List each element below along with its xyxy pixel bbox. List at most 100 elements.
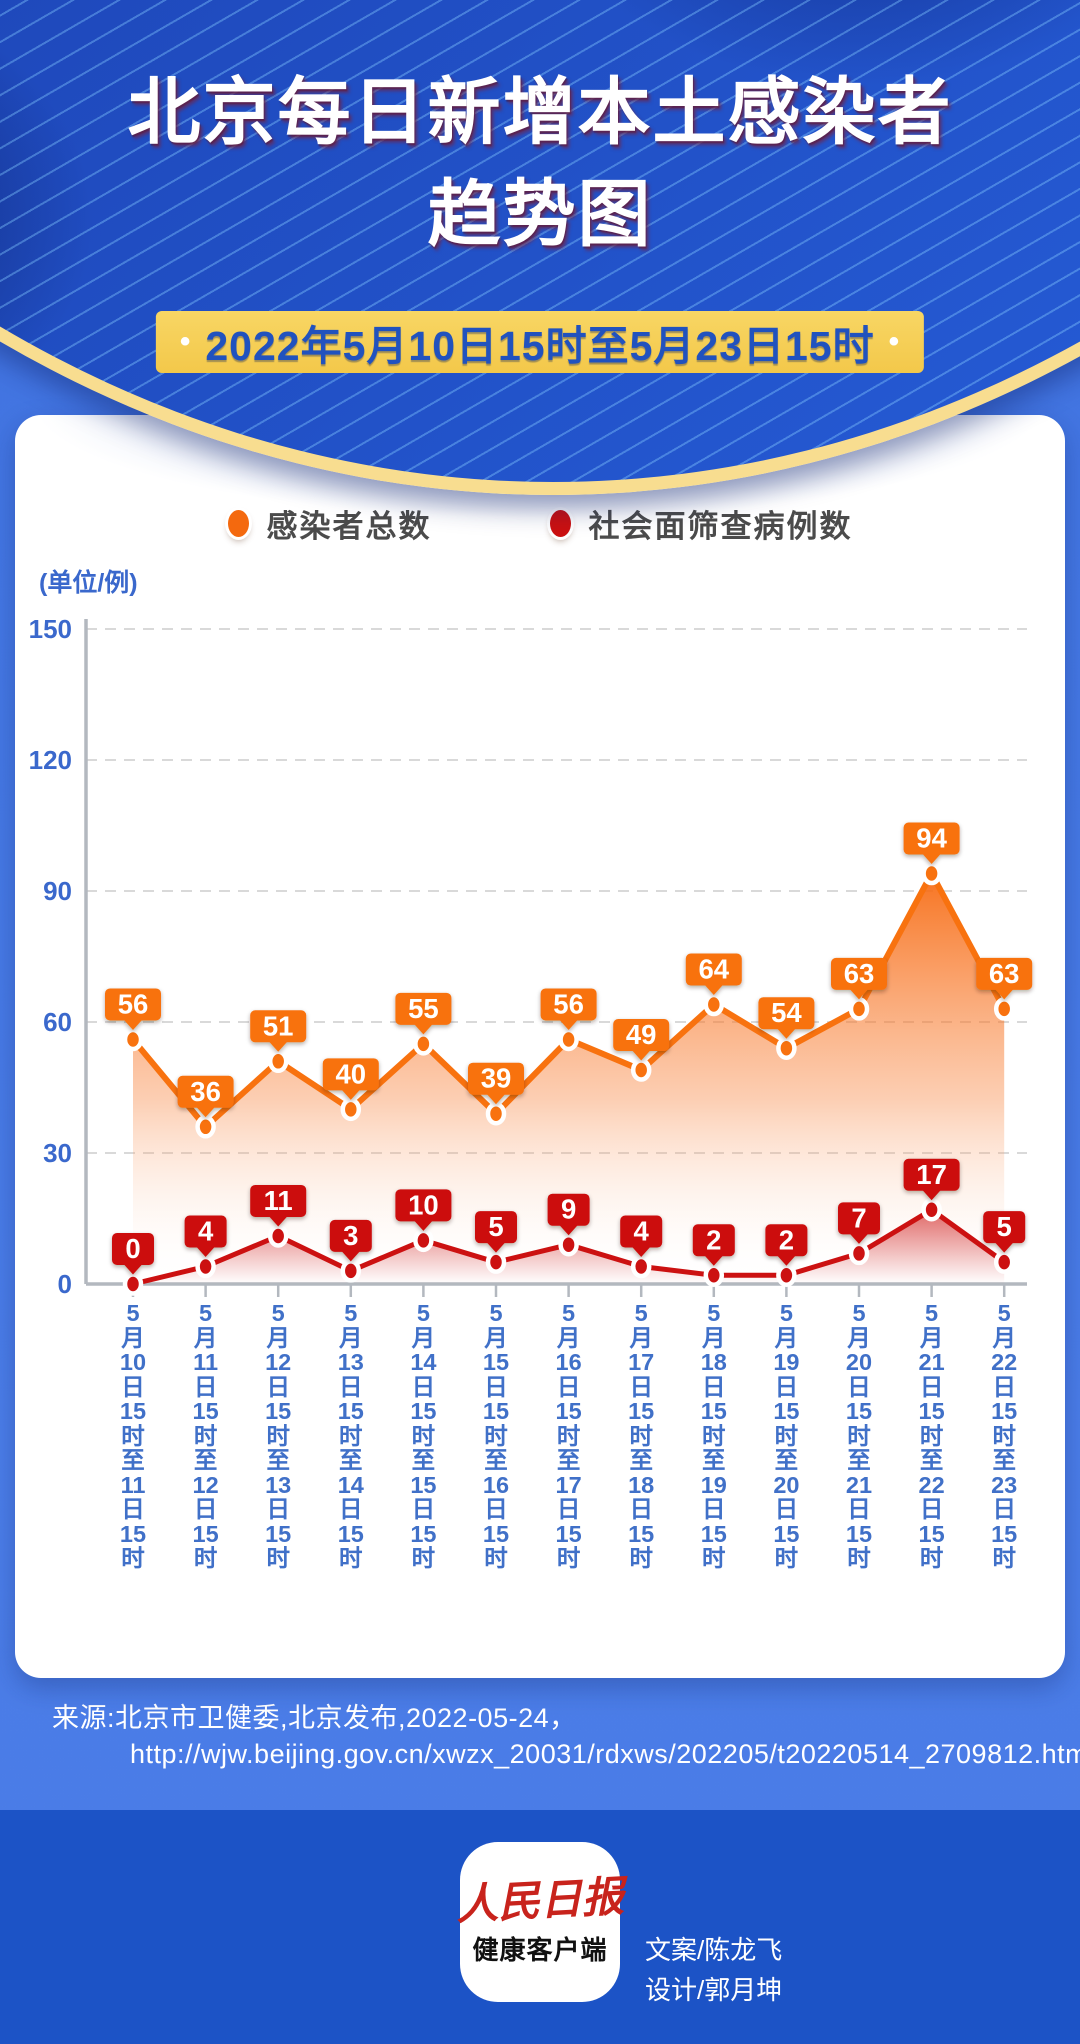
credit-designer: 设计/郭月坤 bbox=[645, 1975, 783, 2005]
value-tag: 5 bbox=[475, 1211, 517, 1253]
svg-text:30: 30 bbox=[43, 1138, 72, 1168]
x-axis-label: 5 月 21 日 15 时至 22 日 15 时 bbox=[918, 1300, 945, 1571]
value-tag: 56 bbox=[540, 988, 597, 1030]
value-tag: 36 bbox=[177, 1075, 234, 1118]
svg-text:40: 40 bbox=[336, 1058, 367, 1089]
title-line-2: 趋势图 bbox=[427, 174, 653, 255]
svg-text:94: 94 bbox=[916, 823, 947, 854]
svg-text:64: 64 bbox=[699, 954, 730, 985]
svg-text:90: 90 bbox=[43, 876, 72, 906]
svg-text:0: 0 bbox=[125, 1233, 140, 1264]
legend-label: 社会面筛查病例数 bbox=[588, 509, 853, 544]
badge-bullet-icon: • bbox=[888, 325, 901, 358]
x-axis-label: 5 月 19 日 15 时至 20 日 15 时 bbox=[773, 1300, 800, 1571]
value-tag: 56 bbox=[105, 988, 161, 1030]
value-tag: 54 bbox=[758, 997, 815, 1039]
source-note: 来源:北京市卫健委,北京发布,2022-05-24， http://wjw.be… bbox=[52, 1700, 1080, 1772]
badge-text: 2022年5月10日15时至5月23日15时 bbox=[205, 323, 875, 369]
svg-text:55: 55 bbox=[408, 993, 439, 1024]
value-labels-感染者总数: 56 36 51 40 55 39 56 49 64 54 63 94 63 bbox=[105, 822, 1033, 1118]
value-tag: 2 bbox=[692, 1224, 735, 1266]
value-tag: 0 bbox=[112, 1233, 154, 1275]
chart-legend: 感染者总数 社会面筛查病例数 bbox=[15, 501, 1065, 546]
value-tag: 3 bbox=[329, 1219, 372, 1262]
value-tag: 63 bbox=[976, 957, 1033, 1000]
svg-text:10: 10 bbox=[408, 1189, 439, 1220]
value-tag: 39 bbox=[468, 1062, 524, 1105]
x-axis-label: 5 月 11 日 15 时至 12 日 15 时 bbox=[192, 1300, 219, 1571]
svg-text:63: 63 bbox=[989, 958, 1020, 989]
svg-text:36: 36 bbox=[190, 1076, 221, 1107]
value-tag: 10 bbox=[395, 1189, 452, 1231]
value-tag: 49 bbox=[613, 1019, 670, 1061]
svg-text:17: 17 bbox=[916, 1159, 947, 1190]
value-tag: 5 bbox=[983, 1211, 1026, 1253]
logo-title: 人民日报 bbox=[454, 1871, 626, 1929]
value-tag: 9 bbox=[547, 1193, 590, 1236]
x-axis-label: 5 月 10 日 15 时至 11 日 15 时 bbox=[119, 1300, 147, 1571]
badge-bullet-icon: • bbox=[179, 325, 192, 358]
svg-text:5: 5 bbox=[997, 1211, 1012, 1242]
x-axis-label: 5 月 12 日 15 时至 13 日 15 时 bbox=[265, 1300, 292, 1571]
svg-text:4: 4 bbox=[634, 1216, 650, 1247]
svg-text:120: 120 bbox=[29, 745, 72, 775]
svg-text:60: 60 bbox=[43, 1007, 72, 1037]
value-tag: 4 bbox=[620, 1215, 663, 1258]
credits: 文案/陈龙飞 设计/郭月坤 bbox=[645, 1930, 782, 2010]
y-axis-tick-labels: 0 30 60 90 120 150 bbox=[29, 614, 72, 1299]
value-tag: 11 bbox=[250, 1184, 307, 1227]
credit-writer: 文案/陈龙飞 bbox=[645, 1935, 783, 1965]
source-url: http://wjw.beijing.gov.cn/xwzx_20031/rdx… bbox=[130, 1739, 1080, 1769]
x-axis-label: 5 月 20 日 15 时至 21 日 15 时 bbox=[845, 1300, 873, 1571]
chart-card: 感染者总数 社会面筛查病例数 (单位/例) 0 30 60 90 120 150 56 36 5… bbox=[15, 415, 1065, 1678]
svg-text:56: 56 bbox=[553, 988, 584, 1019]
axis-unit-label: (单位/例) bbox=[39, 569, 138, 597]
svg-text:7: 7 bbox=[851, 1202, 866, 1233]
svg-text:51: 51 bbox=[263, 1010, 294, 1041]
trend-line-chart: 0 30 60 90 120 150 56 36 51 40 55 39 56 49 64 54 63 94 63 0… bbox=[15, 595, 1065, 1309]
data-points-感染者总数 bbox=[122, 861, 1015, 1139]
x-axis-label: 5 月 17 日 15 时至 18 日 15 时 bbox=[628, 1300, 655, 1571]
value-tag: 40 bbox=[322, 1058, 379, 1100]
x-axis-label: 5 月 15 日 15 时至 16 日 15 时 bbox=[482, 1300, 510, 1571]
svg-text:11: 11 bbox=[264, 1185, 293, 1216]
title-line-1: 北京每日新增本土感染者 bbox=[127, 72, 953, 153]
x-axis-label: 5 月 22 日 15 时至 23 日 15 时 bbox=[991, 1300, 1018, 1571]
x-axis-label: 5 月 16 日 15 时至 17 日 15 时 bbox=[555, 1300, 582, 1571]
people-daily-health-logo: 人民日报 健康客户端 bbox=[455, 1842, 625, 2002]
footer: 人民日报 健康客户端 文案/陈龙飞 设计/郭月坤 bbox=[0, 1810, 1080, 2044]
legend-item-total-infections: 感染者总数 bbox=[227, 501, 432, 546]
red-dot-icon bbox=[549, 510, 571, 537]
logo-subtitle: 健康客户端 bbox=[472, 1934, 608, 1965]
value-tag: 7 bbox=[838, 1202, 880, 1244]
source-line: 来源:北京市卫健委,北京发布,2022-05-24， bbox=[52, 1703, 577, 1733]
page-title: 北京每日新增本土感染者 趋势图 bbox=[0, 62, 1080, 266]
value-tag: 64 bbox=[685, 953, 742, 996]
x-axis-labels: 5 月 10 日 15 时至 11 日 15 时 5 月 11 日 15 时至 12 日 15 时 5 月 12 日 15 时至 1… bbox=[15, 1301, 1065, 1591]
x-axis-label: 5 月 13 日 15 时至 14 日 15 时 bbox=[337, 1300, 364, 1571]
svg-text:0: 0 bbox=[58, 1269, 72, 1299]
orange-dot-icon bbox=[227, 510, 249, 537]
svg-text:3: 3 bbox=[343, 1220, 358, 1251]
value-tag: 51 bbox=[250, 1010, 307, 1052]
svg-text:2: 2 bbox=[779, 1224, 794, 1255]
svg-text:150: 150 bbox=[29, 614, 72, 644]
value-labels-社会面筛查病例数: 0 4 11 3 10 5 9 4 2 2 7 17 5 bbox=[112, 1158, 1026, 1275]
legend-label: 感染者总数 bbox=[266, 509, 432, 544]
svg-text:56: 56 bbox=[118, 988, 149, 1019]
legend-item-community-screening: 社会面筛查病例数 bbox=[549, 501, 853, 546]
value-tag: 55 bbox=[395, 992, 452, 1035]
value-tag: 2 bbox=[765, 1224, 808, 1266]
value-tag: 63 bbox=[831, 957, 887, 1000]
value-tag: 17 bbox=[903, 1158, 960, 1201]
svg-text:2: 2 bbox=[706, 1224, 721, 1255]
svg-text:49: 49 bbox=[626, 1019, 657, 1050]
svg-text:39: 39 bbox=[481, 1063, 512, 1094]
svg-text:54: 54 bbox=[771, 997, 802, 1028]
svg-text:9: 9 bbox=[561, 1194, 576, 1225]
svg-text:4: 4 bbox=[198, 1216, 214, 1247]
x-axis-label: 5 月 14 日 15 时至 15 日 15 时 bbox=[410, 1300, 437, 1571]
svg-text:5: 5 bbox=[488, 1211, 503, 1242]
chart-svg: 0306090120150563651405539564964546394630… bbox=[29, 614, 1033, 1299]
value-tag: 94 bbox=[903, 822, 960, 865]
